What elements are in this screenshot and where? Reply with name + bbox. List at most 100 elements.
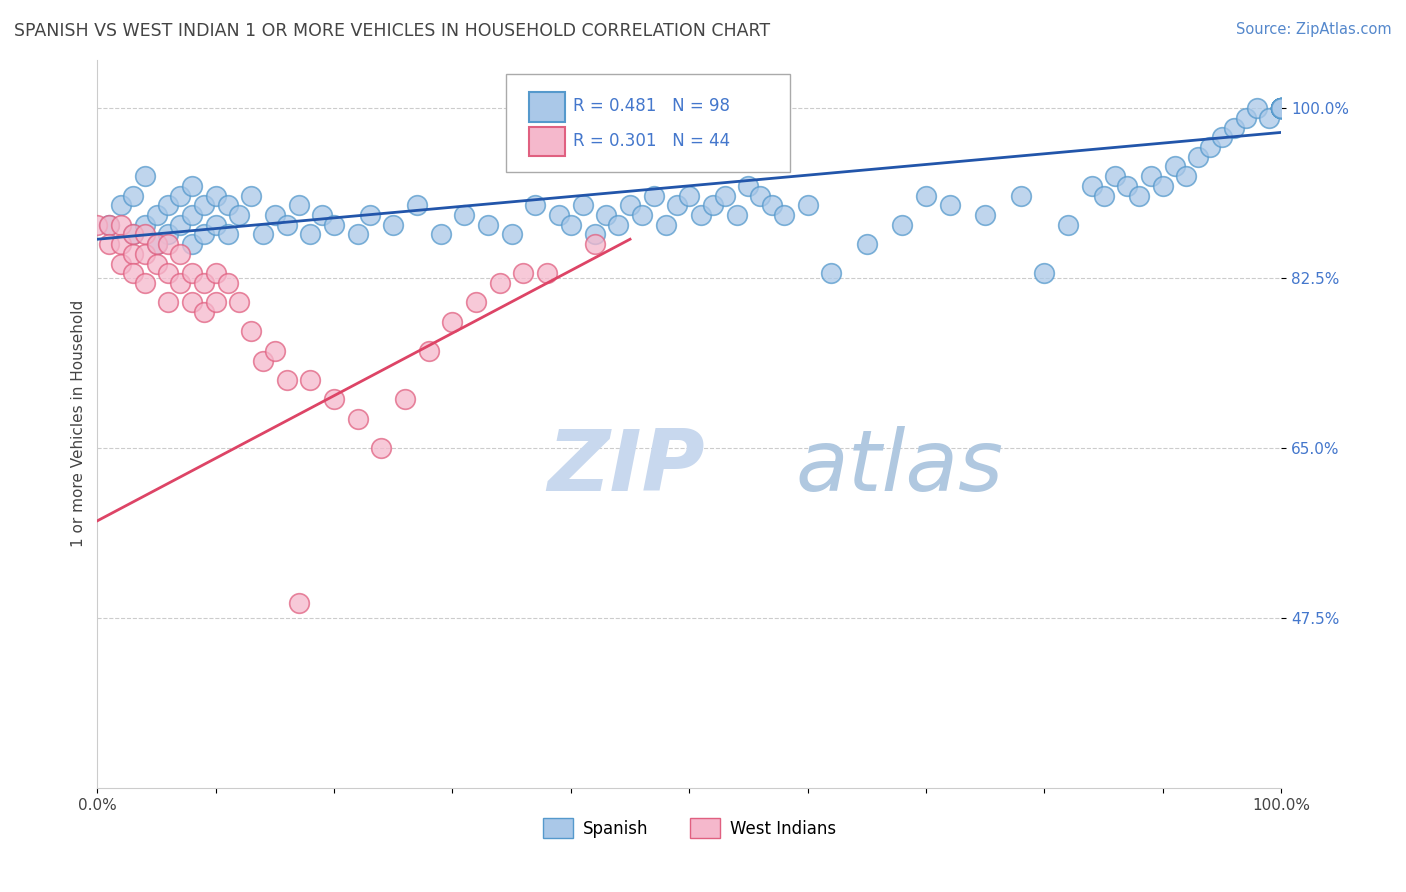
Point: [145, 208, 167, 222]
Point: [1270, 101, 1292, 115]
Point: [512, 266, 534, 280]
Text: atlas: atlas: [796, 425, 1004, 509]
Point: [169, 218, 191, 232]
Point: [737, 178, 759, 193]
Point: [488, 276, 510, 290]
Point: [1270, 101, 1292, 115]
Point: [643, 188, 665, 202]
Y-axis label: 1 or more Vehicles in Household: 1 or more Vehicles in Household: [72, 300, 86, 548]
Point: [110, 256, 132, 270]
Point: [1080, 178, 1102, 193]
Point: [536, 266, 558, 280]
Point: [276, 373, 298, 387]
Point: [974, 208, 997, 222]
Point: [110, 218, 132, 232]
Text: SPANISH VS WEST INDIAN 1 OR MORE VEHICLES IN HOUSEHOLD CORRELATION CHART: SPANISH VS WEST INDIAN 1 OR MORE VEHICLE…: [14, 22, 770, 40]
Point: [1092, 188, 1115, 202]
Point: [157, 266, 180, 280]
Point: [1163, 160, 1185, 174]
Point: [406, 198, 429, 212]
Point: [1104, 169, 1126, 183]
Point: [110, 237, 132, 252]
Point: [157, 237, 180, 252]
Point: [1128, 188, 1150, 202]
Point: [240, 188, 263, 202]
Point: [1116, 178, 1139, 193]
Point: [465, 295, 488, 310]
Point: [299, 373, 322, 387]
Point: [157, 198, 180, 212]
Point: [264, 343, 287, 358]
Point: [86, 218, 108, 232]
Point: [1234, 111, 1257, 125]
Point: [702, 198, 724, 212]
Point: [1152, 178, 1174, 193]
Point: [1270, 101, 1292, 115]
Point: [204, 188, 226, 202]
Point: [134, 247, 156, 261]
Point: [228, 295, 250, 310]
Point: [631, 208, 654, 222]
Point: [1270, 101, 1292, 115]
Point: [98, 218, 121, 232]
Point: [1033, 266, 1056, 280]
Point: [1270, 101, 1292, 115]
Point: [891, 218, 914, 232]
Point: [654, 218, 676, 232]
Point: [121, 227, 143, 242]
Point: [193, 276, 215, 290]
Point: [1187, 150, 1209, 164]
Point: [524, 198, 547, 212]
Point: [346, 227, 368, 242]
Point: [181, 208, 204, 222]
Point: [217, 227, 239, 242]
Point: [1270, 101, 1292, 115]
Point: [346, 412, 368, 426]
Point: [157, 295, 180, 310]
Point: [583, 237, 606, 252]
Point: [287, 596, 309, 610]
Point: [204, 266, 226, 280]
Point: [477, 218, 499, 232]
Point: [690, 208, 713, 222]
Point: [359, 208, 381, 222]
Point: [1010, 188, 1032, 202]
Point: [394, 392, 416, 407]
Text: R = 0.481   N = 98: R = 0.481 N = 98: [574, 97, 730, 115]
Point: [134, 169, 156, 183]
Point: [228, 208, 250, 222]
Point: [134, 218, 156, 232]
Point: [121, 266, 143, 280]
Text: Source: ZipAtlas.com: Source: ZipAtlas.com: [1236, 22, 1392, 37]
Point: [134, 227, 156, 242]
Point: [855, 237, 877, 252]
Point: [169, 247, 191, 261]
Point: [252, 353, 274, 368]
Point: [501, 227, 523, 242]
Point: [157, 227, 180, 242]
Point: [1211, 130, 1233, 145]
Text: ZIP: ZIP: [547, 425, 704, 509]
Point: [145, 237, 167, 252]
Point: [595, 208, 617, 222]
Point: [938, 198, 960, 212]
Point: [607, 218, 630, 232]
Point: [323, 218, 346, 232]
Point: [713, 188, 735, 202]
Point: [749, 188, 772, 202]
Point: [1270, 101, 1292, 115]
Point: [666, 198, 689, 212]
Point: [287, 198, 309, 212]
Point: [796, 198, 818, 212]
Point: [169, 276, 191, 290]
Point: [240, 325, 263, 339]
Point: [773, 208, 796, 222]
Point: [1140, 169, 1163, 183]
Point: [382, 218, 405, 232]
Point: [583, 227, 606, 242]
Point: [276, 218, 298, 232]
Point: [915, 188, 938, 202]
Text: R = 0.301   N = 44: R = 0.301 N = 44: [574, 132, 730, 150]
Point: [761, 198, 783, 212]
Point: [110, 198, 132, 212]
